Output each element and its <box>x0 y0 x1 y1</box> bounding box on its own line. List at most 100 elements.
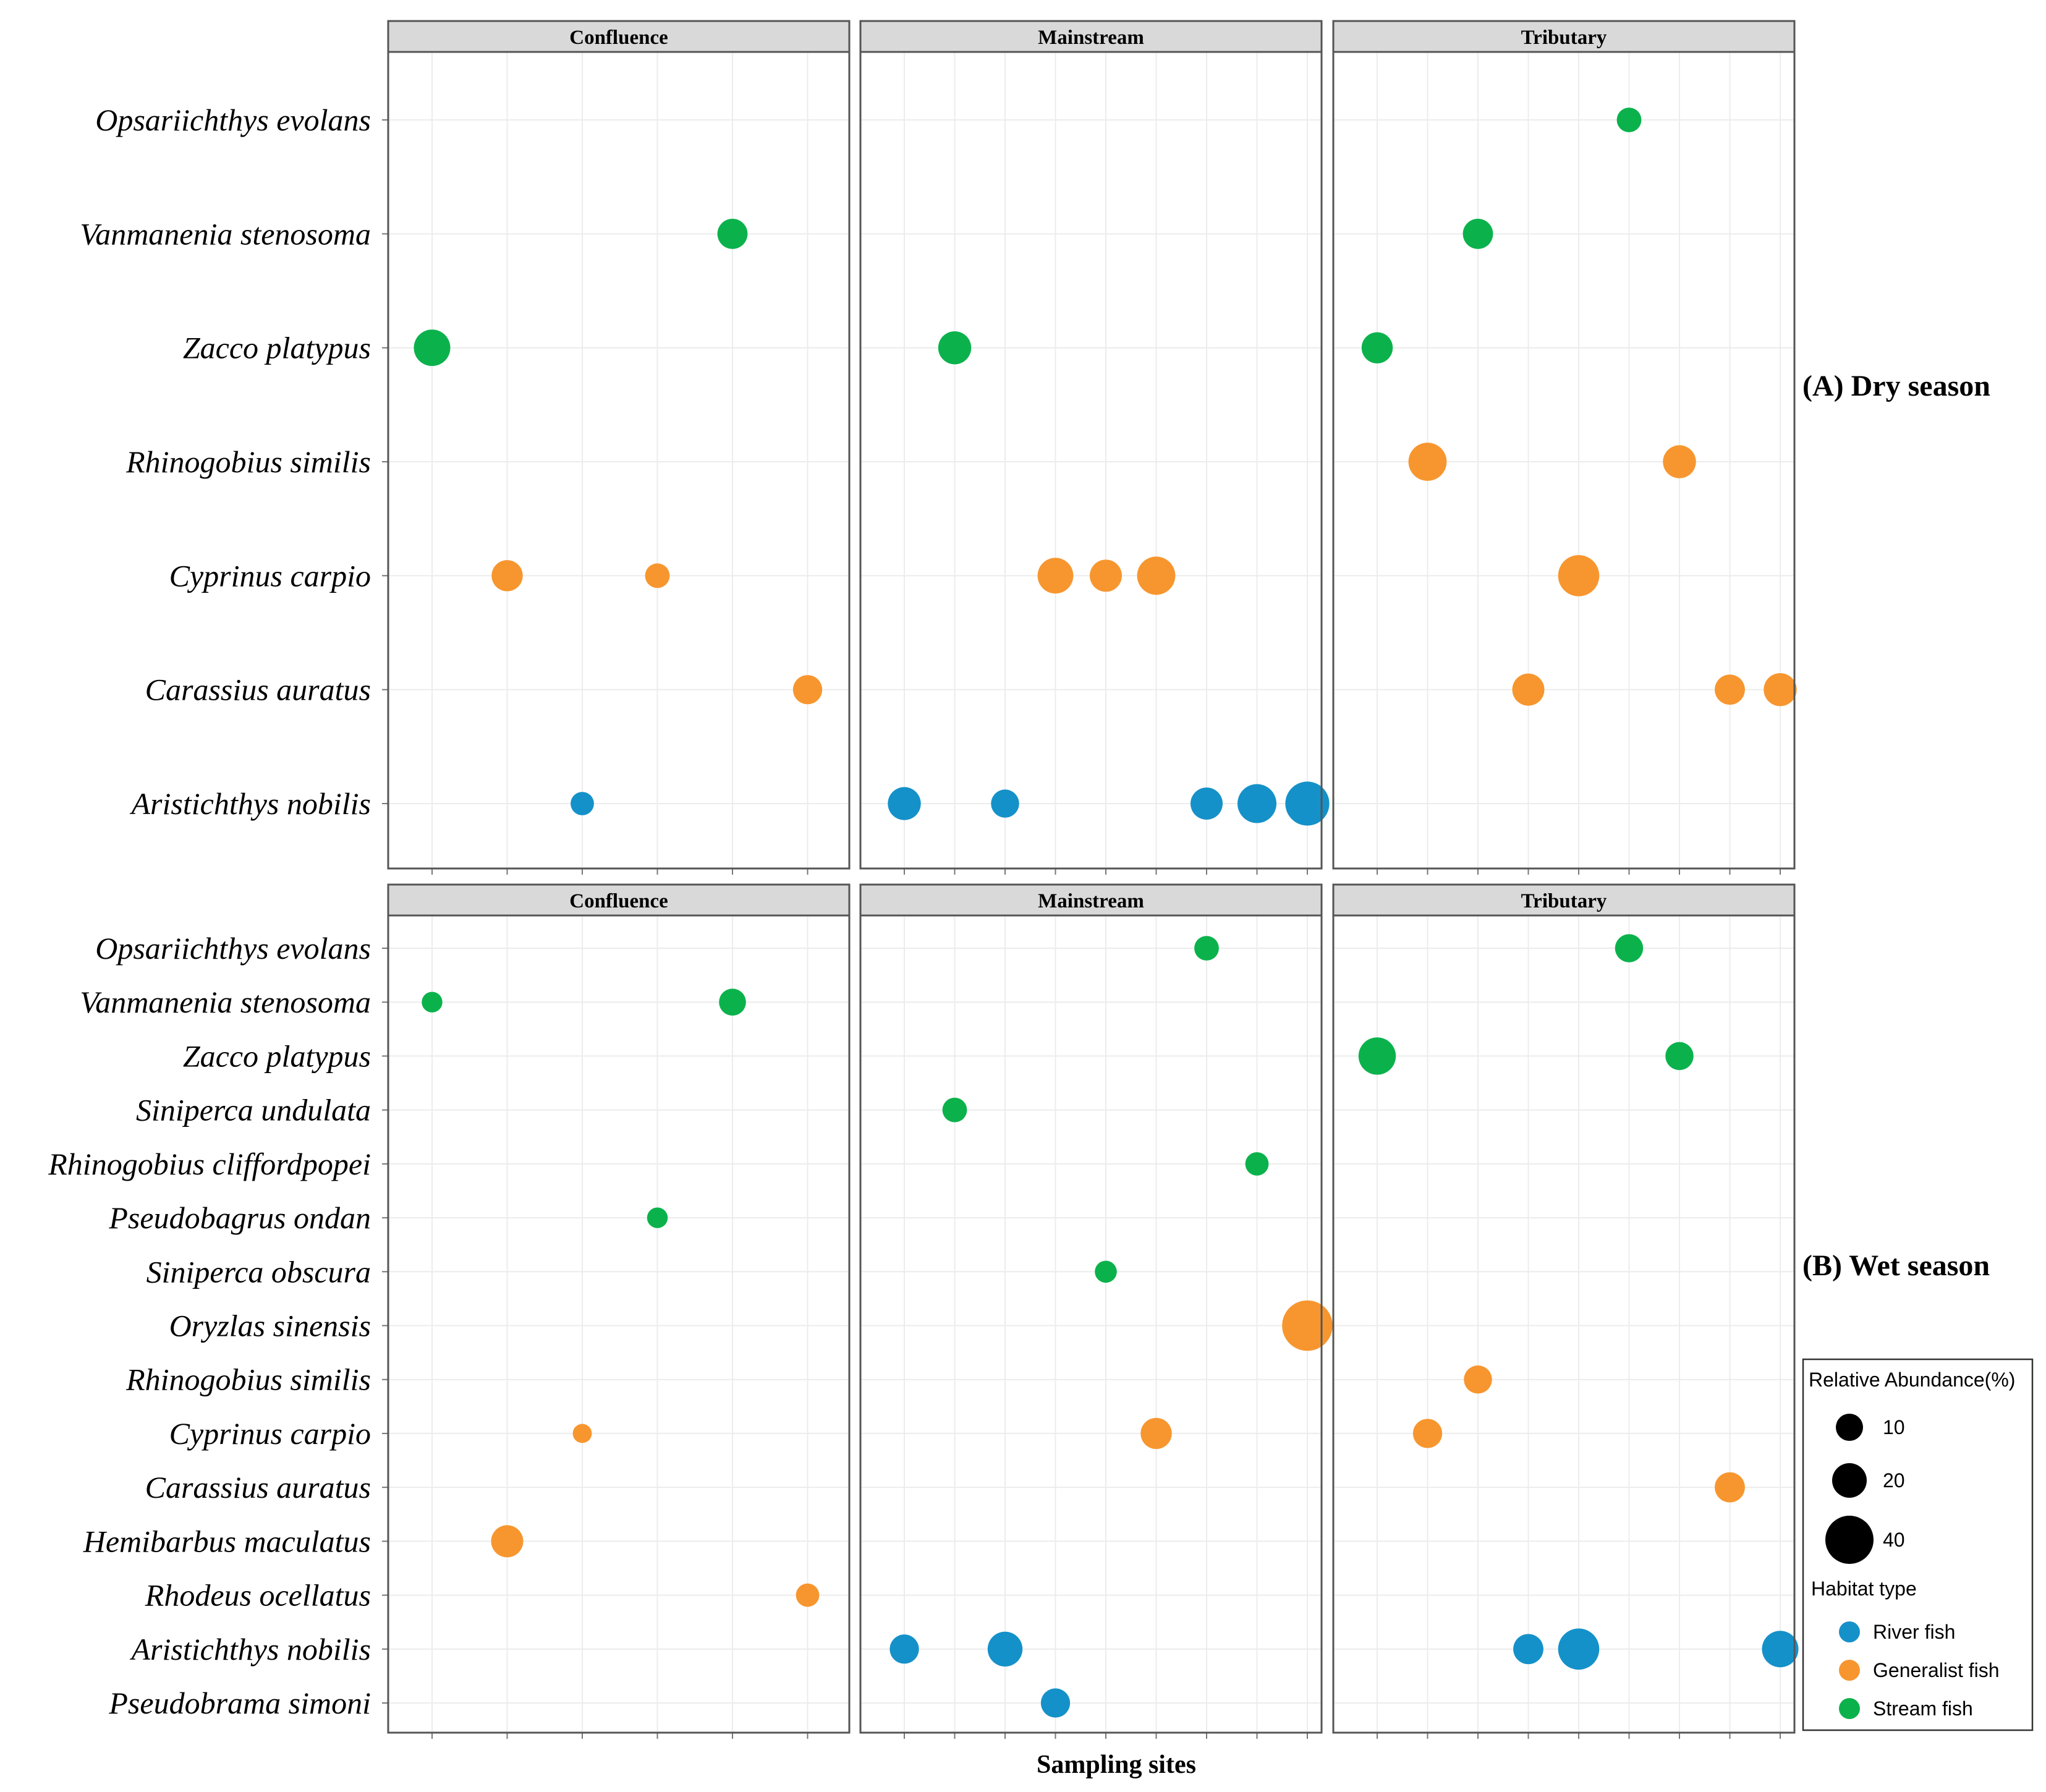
data-point <box>1361 332 1393 363</box>
legend: Relative Abundance(%) 10 20 40 Habitat t… <box>1802 1358 2034 1731</box>
data-point <box>796 1583 820 1607</box>
data-point <box>1513 1634 1543 1665</box>
data-point <box>1558 555 1600 597</box>
legend-habitat-label-generalist: Generalist fish <box>1873 1659 2000 1681</box>
data-point <box>1245 1152 1269 1176</box>
data-point <box>1140 1417 1172 1450</box>
facet-strip-label: Confluence <box>569 890 668 912</box>
legend-size-dot-10 <box>1836 1414 1863 1441</box>
facet-strip <box>859 883 1323 917</box>
panel-background <box>388 52 849 868</box>
species-label: Opsariichthys evolans <box>95 931 371 966</box>
species-label: Carassius auratus <box>145 1470 371 1505</box>
data-point <box>938 331 972 365</box>
legend-size-title: Relative Abundance(%) <box>1809 1369 2015 1391</box>
species-label: Aristichthys nobilis <box>130 786 371 821</box>
data-point <box>414 329 451 367</box>
data-point <box>719 988 746 1016</box>
data-point <box>991 789 1019 818</box>
season-panel-1: Opsariichthys evolans Vanmanenia stenosom… <box>48 883 1990 1739</box>
species-label: Zacco platypus <box>183 331 371 365</box>
data-point <box>1615 934 1644 962</box>
data-point <box>1408 443 1447 481</box>
species-label: Siniperca undulata <box>136 1093 371 1127</box>
data-point <box>1762 1631 1799 1668</box>
data-point <box>1715 674 1745 705</box>
data-point <box>1137 556 1176 595</box>
data-point <box>1464 1365 1492 1394</box>
species-label: Zacco platypus <box>183 1038 371 1073</box>
data-point <box>1715 1472 1745 1503</box>
species-label: Pseudobagrus ondan <box>108 1200 371 1235</box>
data-point <box>571 792 594 815</box>
data-point <box>422 992 443 1013</box>
facet-strip <box>387 883 851 917</box>
data-point <box>1194 936 1219 961</box>
facet-strip-label: Tributary <box>1521 27 1607 49</box>
data-point <box>491 1525 524 1558</box>
data-point <box>1412 1419 1443 1448</box>
data-point <box>1558 1628 1600 1670</box>
data-point <box>1237 784 1276 823</box>
data-point <box>1090 559 1122 592</box>
facet-strip <box>859 20 1323 53</box>
data-point <box>987 1631 1023 1667</box>
season-panel-0: Opsariichthys evolans Vanmanenia stenosom… <box>80 20 1990 875</box>
species-label: Rhinogobius similis <box>125 444 371 479</box>
data-point <box>1095 1260 1117 1283</box>
species-label: Rhodeus ocellatus <box>145 1578 371 1613</box>
species-label: Siniperca obscura <box>146 1254 371 1289</box>
species-label: Cyprinus carpio <box>169 558 371 593</box>
data-point <box>1040 1688 1071 1718</box>
legend-habitat-dot-stream <box>1839 1698 1860 1719</box>
panel-background <box>860 52 1322 868</box>
data-point <box>1285 781 1330 826</box>
species-label: Cyprinus carpio <box>169 1416 371 1451</box>
data-point <box>1764 673 1797 707</box>
facet-strip-label: Mainstream <box>1038 27 1144 49</box>
facet-strip <box>1332 883 1796 917</box>
data-point <box>1616 108 1642 132</box>
panel-background <box>1333 52 1794 868</box>
legend-size-label-40: 40 <box>1883 1529 1905 1551</box>
species-label: Rhinogobius cliffordpopei <box>48 1147 371 1181</box>
data-point <box>942 1097 967 1123</box>
data-point <box>647 1207 668 1228</box>
legend-habitat-dot-river <box>1839 1621 1860 1642</box>
species-label: Vanmanenia stenosoma <box>80 985 371 1019</box>
legend-size-dot-20 <box>1832 1463 1867 1498</box>
data-point <box>1462 218 1493 249</box>
data-point <box>889 1634 919 1664</box>
data-point <box>792 675 823 705</box>
data-point <box>1282 1300 1333 1351</box>
data-point <box>1037 558 1074 594</box>
data-point <box>645 563 670 588</box>
legend-size-dot-40 <box>1825 1516 1874 1564</box>
species-label: Hemibarbus maculatus <box>83 1524 371 1558</box>
season-label: (B) Wet season <box>1802 1249 1990 1282</box>
facet-strip-label: Confluence <box>569 27 668 49</box>
facet-strip <box>387 20 851 53</box>
species-label: Carassius auratus <box>145 673 371 707</box>
panel-background <box>1333 915 1794 1733</box>
data-point <box>1358 1037 1396 1075</box>
species-label: Rhinogobius similis <box>125 1362 371 1397</box>
species-label: Oryzlas sinensis <box>169 1309 371 1343</box>
panel-background <box>388 915 849 1733</box>
season-label: (A) Dry season <box>1802 370 1990 402</box>
legend-size-label-10: 10 <box>1883 1416 1905 1438</box>
data-point <box>491 560 523 592</box>
legend-habitat-label-stream: Stream fish <box>1873 1697 1973 1720</box>
species-label: Vanmanenia stenosoma <box>80 216 371 251</box>
facet-strip-label: Tributary <box>1521 890 1607 912</box>
legend-habitat-title: Habitat type <box>1811 1578 1917 1600</box>
data-point <box>1663 445 1696 478</box>
data-point <box>1512 673 1545 706</box>
legend-habitat-label-river: River fish <box>1873 1621 1955 1643</box>
legend-size-label-20: 20 <box>1883 1469 1905 1492</box>
species-label: Opsariichthys evolans <box>95 103 371 137</box>
facet-strip <box>1332 20 1796 53</box>
panels: Opsariichthys evolans Vanmanenia stenosom… <box>48 20 1990 1739</box>
data-point <box>1665 1042 1694 1071</box>
panel-background <box>860 915 1322 1733</box>
